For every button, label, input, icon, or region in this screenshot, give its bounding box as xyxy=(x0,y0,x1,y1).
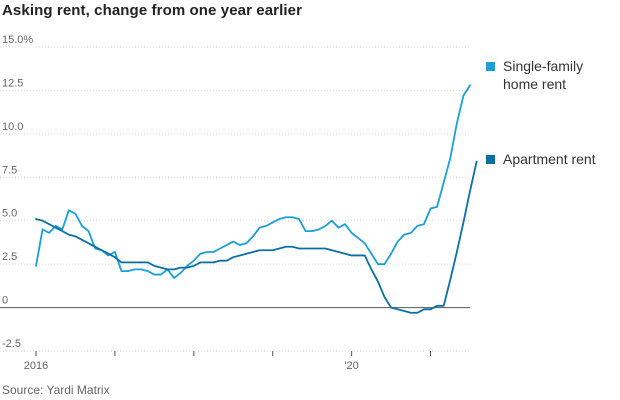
y-tick-label: 12.5 xyxy=(2,77,23,89)
y-tick-label: 7.5 xyxy=(2,164,17,176)
legend: Single-family home rent Apartment rent xyxy=(486,58,596,167)
x-tick-label: 2016 xyxy=(24,360,48,372)
y-axis-labels: 15.0% 12.5 10.0 7.5 5.0 2.5 0 -2.5 xyxy=(2,34,33,350)
y-tick-label: 15.0% xyxy=(2,34,33,46)
legend-swatch xyxy=(486,62,495,71)
x-tick-label: '20 xyxy=(344,360,358,372)
x-axis: 2016 '20 xyxy=(24,351,432,372)
legend-swatch xyxy=(486,155,495,164)
chart-title: Asking rent, change from one year earlie… xyxy=(2,2,303,19)
legend-label: Apartment rent xyxy=(503,151,596,167)
legend-label: Single-family home rent xyxy=(503,58,583,92)
series-line-single-family xyxy=(35,84,471,279)
y-tick-label: 5.0 xyxy=(2,208,17,220)
series-lines xyxy=(35,84,478,314)
y-tick-label: 2.5 xyxy=(2,251,17,263)
y-tick-label: -2.5 xyxy=(2,338,21,350)
y-gridlines xyxy=(0,46,470,352)
series-line-apartment xyxy=(35,160,478,314)
y-tick-label: 10.0 xyxy=(2,121,23,133)
y-tick-label: 0 xyxy=(2,295,8,307)
source-note: Source: Yardi Matrix xyxy=(2,383,110,397)
